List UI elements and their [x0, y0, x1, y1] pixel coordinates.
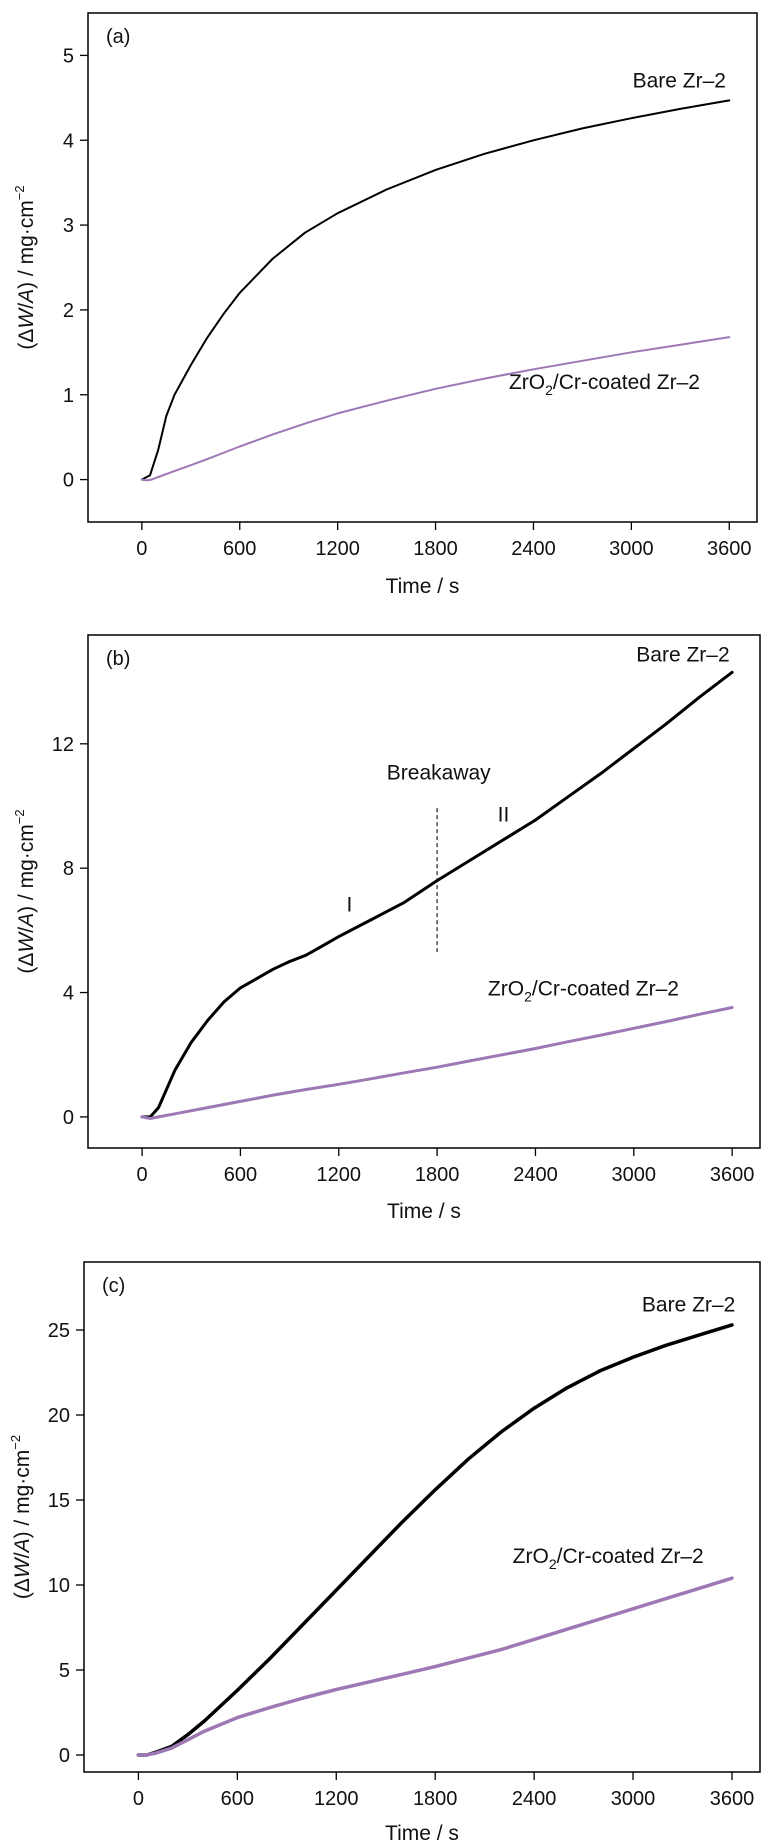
- chart-c-xtick-label: 1800: [413, 1788, 458, 1810]
- chart-a-xtick-label: 600: [223, 538, 256, 560]
- chart-a-xtick-label: 0: [136, 538, 147, 560]
- chart-c-xtick-label: 600: [221, 1788, 254, 1810]
- chart-b-ytick-label: 12: [52, 734, 74, 756]
- chart-c-ytick-label: 10: [48, 1575, 70, 1597]
- chart-a-ytick-label: 0: [63, 470, 74, 492]
- chart-c-x-axis-title: Time / s: [385, 1822, 459, 1845]
- chart-c-annotation: Bare Zr–2: [642, 1293, 735, 1316]
- chart-b-x-axis-title: Time / s: [387, 1200, 461, 1223]
- chart-b-xtick-label: 3000: [612, 1164, 657, 1186]
- chart-c-xtick-label: 3000: [611, 1788, 656, 1810]
- chart-b-xtick-label: 2400: [513, 1164, 558, 1186]
- chart-c-annotation: ZrO2/Cr-coated Zr–2: [513, 1545, 704, 1572]
- chart-b-y-axis-title: (ΔW/A) / mg·cm−2: [12, 809, 38, 973]
- chart-c-ytick-label: 25: [48, 1320, 70, 1342]
- chart-a-xtick-label: 3000: [609, 538, 654, 560]
- chart-a-y-axis-title: (ΔW/A) / mg·cm−2: [12, 185, 38, 349]
- chart-a-ytick-label: 2: [63, 300, 74, 322]
- chart-b-annotation: Bare Zr–2: [636, 643, 729, 666]
- chart-a-panel-label: (a): [106, 26, 130, 48]
- chart-c-series-bare-zr2: [136, 1323, 734, 1757]
- chart-c-ytick-label: 15: [48, 1490, 70, 1512]
- chart-b-xtick-label: 0: [137, 1164, 148, 1186]
- chart-b-series-coated-zr2: [140, 1006, 734, 1120]
- chart-c-xtick-label: 1200: [314, 1788, 359, 1810]
- chart-a-x-axis-title: Time / s: [386, 575, 460, 598]
- chart-b-xtick-label: 1200: [317, 1164, 362, 1186]
- chart-b-panel-label: (b): [106, 648, 130, 670]
- chart-b-xtick-label: 1800: [415, 1164, 460, 1186]
- chart-b-ytick-label: 8: [63, 858, 74, 880]
- chart-a-annotation: ZrO2/Cr-coated Zr–2: [509, 371, 700, 398]
- chart-a-plot-frame: [87, 12, 758, 523]
- chart-a-annotation: Bare Zr–2: [633, 70, 726, 93]
- chart-b-annotation: I: [347, 894, 353, 917]
- chart-b-xtick-label: 3600: [710, 1164, 755, 1186]
- chart-b-ytick-label: 4: [63, 983, 74, 1005]
- chart-b-series-bare-zr2: [140, 670, 734, 1119]
- chart-c-y-axis-title: (ΔW/A) / mg·cm−2: [8, 1435, 34, 1599]
- chart-b-plot-frame: [87, 634, 761, 1149]
- chart-c-panel-label: (c): [102, 1275, 125, 1297]
- chart-b-annotation: Breakaway: [387, 762, 491, 785]
- chart-a-ytick-label: 5: [63, 45, 74, 67]
- chart-a-series-coated-zr2: [140, 336, 731, 482]
- chart-a-xtick-label: 1800: [413, 538, 458, 560]
- chart-b-ytick-label: 0: [63, 1107, 74, 1129]
- chart-a-xtick-label: 2400: [511, 538, 556, 560]
- chart-a-ytick-label: 1: [63, 385, 74, 407]
- chart-c-plot-frame: [83, 1261, 761, 1773]
- chart-a-ytick-label: 4: [63, 130, 74, 152]
- chart-c-ytick-label: 20: [48, 1405, 70, 1427]
- chart-a-xtick-label: 3600: [707, 538, 752, 560]
- chart-c-ytick-label: 0: [59, 1745, 70, 1767]
- chart-a: 0 600 1200 1800 2400 3000 3600 0 1 2 3 4 5 Time / s (Δ…: [12, 12, 758, 598]
- chart-b-xtick-label: 600: [224, 1164, 257, 1186]
- chart-c: 0 600 1200 1800 2400 3000 3600 0 5 10 15 20 25 Time /…: [8, 1261, 761, 1845]
- chart-c-xtick-label: 3600: [710, 1788, 755, 1810]
- chart-b-annotation: ZrO2/Cr-coated Zr–2: [488, 978, 679, 1005]
- chart-c-xtick-label: 2400: [512, 1788, 557, 1810]
- chart-c-series-coated-zr2: [136, 1576, 734, 1757]
- chart-c-xtick-label: 0: [133, 1788, 144, 1810]
- chart-a-xtick-label: 1200: [315, 538, 360, 560]
- chart-b: 0 600 1200 1800 2400 3000 3600 0 4 8 12 Time / s (ΔW…: [12, 634, 761, 1223]
- chart-c-ytick-label: 5: [59, 1660, 70, 1682]
- chart-b-annotation: II: [498, 804, 510, 827]
- chart-a-series-bare-zr2: [140, 99, 731, 481]
- chart-a-ytick-label: 3: [63, 215, 74, 237]
